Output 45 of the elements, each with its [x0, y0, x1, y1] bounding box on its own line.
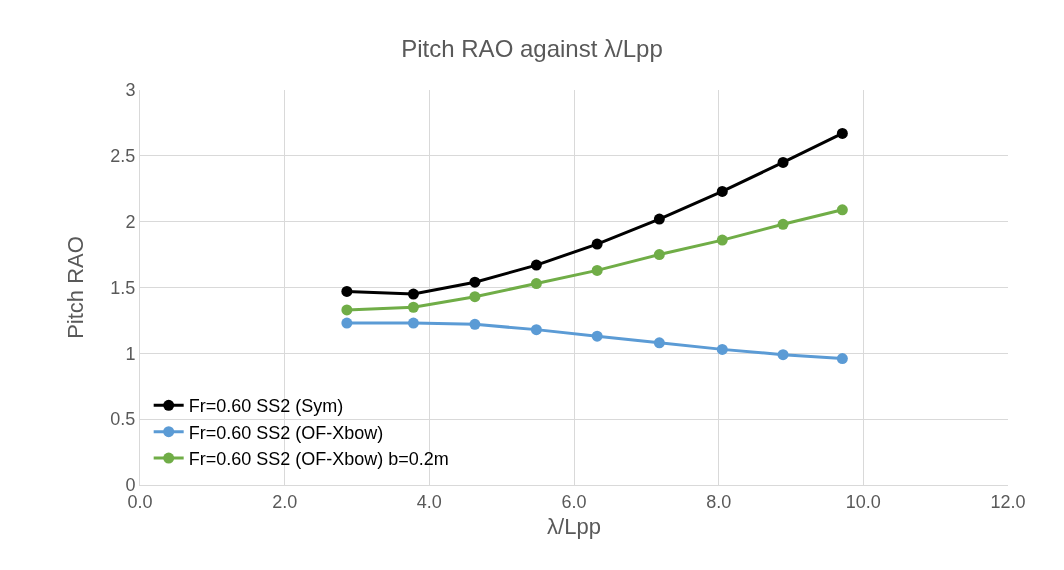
- point: [530, 259, 542, 271]
- point: [836, 353, 848, 365]
- point: [716, 185, 728, 197]
- legend-label: Fr=0.60 SS2 (OF-Xbow): [188, 422, 384, 443]
- point: [530, 324, 542, 336]
- point: [407, 317, 419, 329]
- point: [469, 318, 481, 330]
- legend-label: Fr=0.60 SS2 (OF-Xbow) b=0.2m: [188, 449, 449, 470]
- point: [591, 238, 603, 250]
- y-tick-label: 2.5: [110, 146, 136, 167]
- point: [469, 291, 481, 303]
- x-tick-label: 6.0: [561, 491, 587, 512]
- point: [653, 337, 665, 349]
- legend-label: Fr=0.60 SS2 (Sym): [188, 396, 344, 417]
- point: [653, 213, 665, 225]
- point: [530, 278, 542, 290]
- x-axis-title: λ/Lpp: [547, 514, 601, 540]
- point: [407, 301, 419, 313]
- point: [716, 343, 728, 355]
- x-tick-label: 10.0: [845, 491, 881, 512]
- x-tick-label: 2.0: [272, 491, 298, 512]
- point: [407, 288, 419, 300]
- point: [341, 285, 353, 297]
- point: [653, 249, 665, 261]
- x-tick-label: 12.0: [990, 491, 1026, 512]
- y-tick-label: 2: [125, 211, 136, 232]
- x-tick-label: 8.0: [706, 491, 732, 512]
- point: [777, 156, 789, 168]
- y-axis-title: Pitch RAO: [63, 236, 89, 339]
- point: [341, 317, 353, 329]
- point: [836, 204, 848, 216]
- point: [591, 330, 603, 342]
- point: [777, 218, 789, 230]
- point: [591, 264, 603, 276]
- point: [341, 304, 353, 316]
- y-tick-label: 1.5: [110, 277, 136, 298]
- y-tick-label: 0.5: [110, 409, 136, 430]
- point: [716, 234, 728, 246]
- point: [777, 349, 789, 361]
- y-tick-label: 3: [125, 80, 136, 101]
- chart-title: Pitch RAO against λ/Lpp: [401, 34, 663, 62]
- y-tick-label: 1: [125, 343, 136, 364]
- x-tick-label: 4.0: [416, 491, 442, 512]
- point: [836, 127, 848, 139]
- point: [469, 276, 481, 288]
